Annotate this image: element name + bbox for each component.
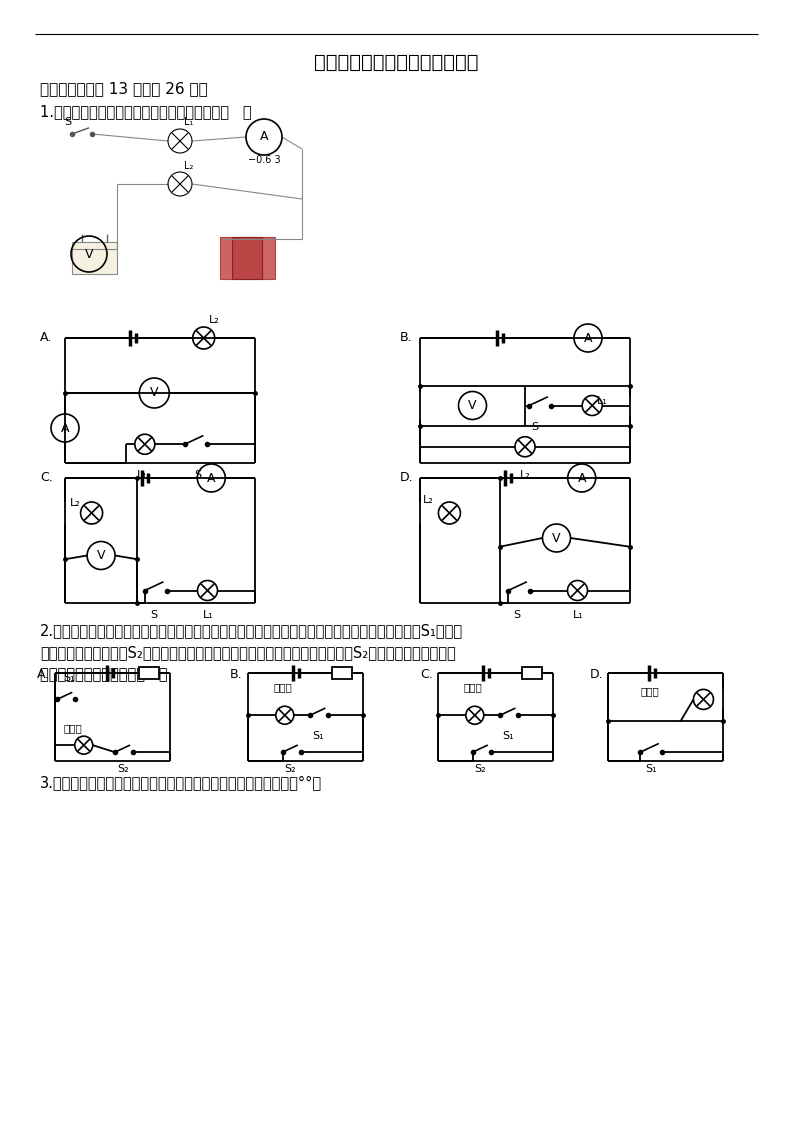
Text: 指示灯: 指示灯 — [463, 682, 482, 692]
Text: L₂: L₂ — [520, 470, 531, 480]
Text: A: A — [260, 130, 268, 143]
Text: S₁: S₁ — [646, 765, 657, 773]
Text: L₂: L₂ — [209, 315, 220, 325]
Text: L₂: L₂ — [184, 161, 193, 172]
Text: −0.6 3: −0.6 3 — [248, 155, 281, 165]
Text: C.: C. — [420, 668, 433, 680]
Text: 2.为保证司乘人员的安全，轿车上设有安全带未系提示系统。当乘客坐在座椅上时，座椅下的开关S₁闭合，: 2.为保证司乘人员的安全，轿车上设有安全带未系提示系统。当乘客坐在座椅上时，座椅… — [40, 623, 463, 638]
Text: A.: A. — [40, 331, 52, 344]
Text: 1.如图所示，下列电路图中与实物图一致的是（   ）: 1.如图所示，下列电路图中与实物图一致的是（ ） — [40, 104, 251, 119]
Text: S₂: S₂ — [474, 765, 486, 773]
Text: 指示灯: 指示灯 — [274, 682, 292, 692]
Text: 指示灯: 指示灯 — [63, 723, 82, 733]
Text: S: S — [150, 610, 157, 620]
Text: S₁: S₁ — [502, 731, 514, 741]
Text: L₂: L₂ — [70, 498, 81, 508]
Text: L₁: L₁ — [573, 610, 583, 620]
Text: B.: B. — [400, 331, 412, 344]
Text: 指示灯: 指示灯 — [640, 686, 659, 696]
Text: S: S — [531, 421, 538, 432]
Text: L₁: L₁ — [184, 117, 193, 127]
Text: V: V — [97, 549, 105, 562]
Text: S: S — [513, 610, 520, 620]
Text: S₁: S₁ — [63, 674, 75, 684]
Text: 若未系安全带，则开关S₂断开，仪表盘上的指示灯亮起；若系上安全带，则开关S₂闭合，指示灯息灯。下: 若未系安全带，则开关S₂断开，仪表盘上的指示灯亮起；若系上安全带，则开关S₂闭合… — [40, 645, 456, 660]
Text: L₁: L₁ — [597, 396, 608, 406]
Text: V: V — [468, 399, 477, 413]
Text: 九年级上学期物理期中考试试卷: 九年级上学期物理期中考试试卷 — [314, 53, 478, 72]
Text: D.: D. — [590, 668, 603, 680]
Bar — [220, 237, 275, 279]
Text: A.: A. — [37, 668, 49, 680]
Bar — [523, 667, 542, 679]
Text: D.: D. — [400, 471, 414, 484]
Bar — [232, 237, 262, 279]
Text: V: V — [85, 248, 94, 260]
Text: C.: C. — [40, 471, 53, 484]
Bar — [72, 242, 117, 274]
Text: 列设计最合理的电路图是（   ）: 列设计最合理的电路图是（ ） — [40, 667, 167, 682]
Text: 3.学了电路后，小明设计了四个体重计原理图，你认为可行的是（°°）: 3.学了电路后，小明设计了四个体重计原理图，你认为可行的是（°°） — [40, 775, 322, 790]
Bar — [140, 667, 159, 679]
Text: A: A — [61, 421, 69, 435]
Text: L₂: L₂ — [423, 495, 434, 504]
Text: B.: B. — [230, 668, 243, 680]
Text: A: A — [584, 332, 592, 344]
Text: V: V — [150, 387, 159, 399]
Text: L₁: L₁ — [202, 610, 213, 620]
Text: S₂: S₂ — [117, 765, 128, 773]
Text: V: V — [552, 531, 561, 545]
Bar — [332, 667, 352, 679]
Text: L₁: L₁ — [137, 470, 147, 480]
Text: S: S — [195, 470, 202, 480]
Text: A: A — [577, 472, 586, 484]
Text: 一、单选题（共 13 题；共 26 分）: 一、单选题（共 13 题；共 26 分） — [40, 81, 208, 96]
Text: S₂: S₂ — [285, 765, 296, 773]
Text: S₁: S₁ — [312, 731, 324, 741]
Text: A: A — [207, 472, 216, 484]
Text: S: S — [64, 117, 71, 127]
